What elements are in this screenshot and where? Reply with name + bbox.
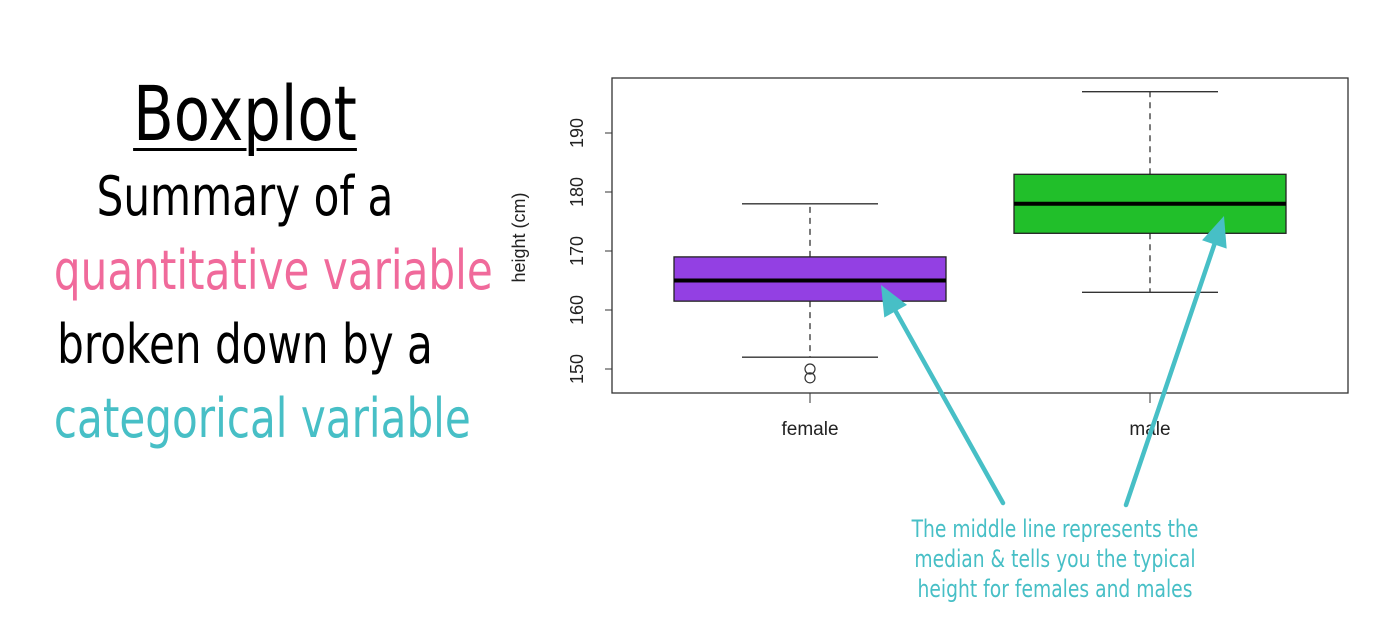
annotation-line-2: median & tells you the typical <box>914 545 1196 573</box>
box-female <box>673 203 947 384</box>
x-tick-label-female: female <box>781 419 838 440</box>
annotation-line-3: height for females and males <box>917 575 1193 603</box>
arrow-head <box>1202 216 1227 249</box>
slide-text: Boxplot Summary of a quantitative variab… <box>53 68 493 456</box>
subtitle-line-categorical: categorical variable <box>53 387 471 450</box>
annotation-line-1: The middle line represents the <box>911 515 1199 543</box>
subtitle-line-3: broken down by a <box>57 313 433 376</box>
outlier-point <box>804 363 816 375</box>
arrow-shaft <box>1123 242 1217 508</box>
y-tick-label: 180 <box>567 177 587 207</box>
arrow-head <box>881 285 907 318</box>
outlier-point <box>804 372 816 384</box>
arrow-shaft <box>893 308 1006 506</box>
y-tick-label: 160 <box>567 295 587 325</box>
y-tick-label: 170 <box>567 236 587 266</box>
box-male <box>1013 91 1287 293</box>
y-tick-label: 150 <box>567 354 587 384</box>
plot-frame <box>611 77 1349 394</box>
slide-title: Boxplot <box>133 69 357 158</box>
median-annotation: The middle line represents the median & … <box>911 514 1200 604</box>
arrow-to-male-median <box>1123 216 1227 508</box>
subtitle-line-quantitative: quantitative variable <box>53 239 493 302</box>
y-tick-label: 190 <box>567 118 587 148</box>
subtitle-line-1: Summary of a <box>96 165 394 228</box>
arrow-to-female-median <box>881 285 1006 506</box>
y-axis-label: height (cm) <box>509 192 529 282</box>
